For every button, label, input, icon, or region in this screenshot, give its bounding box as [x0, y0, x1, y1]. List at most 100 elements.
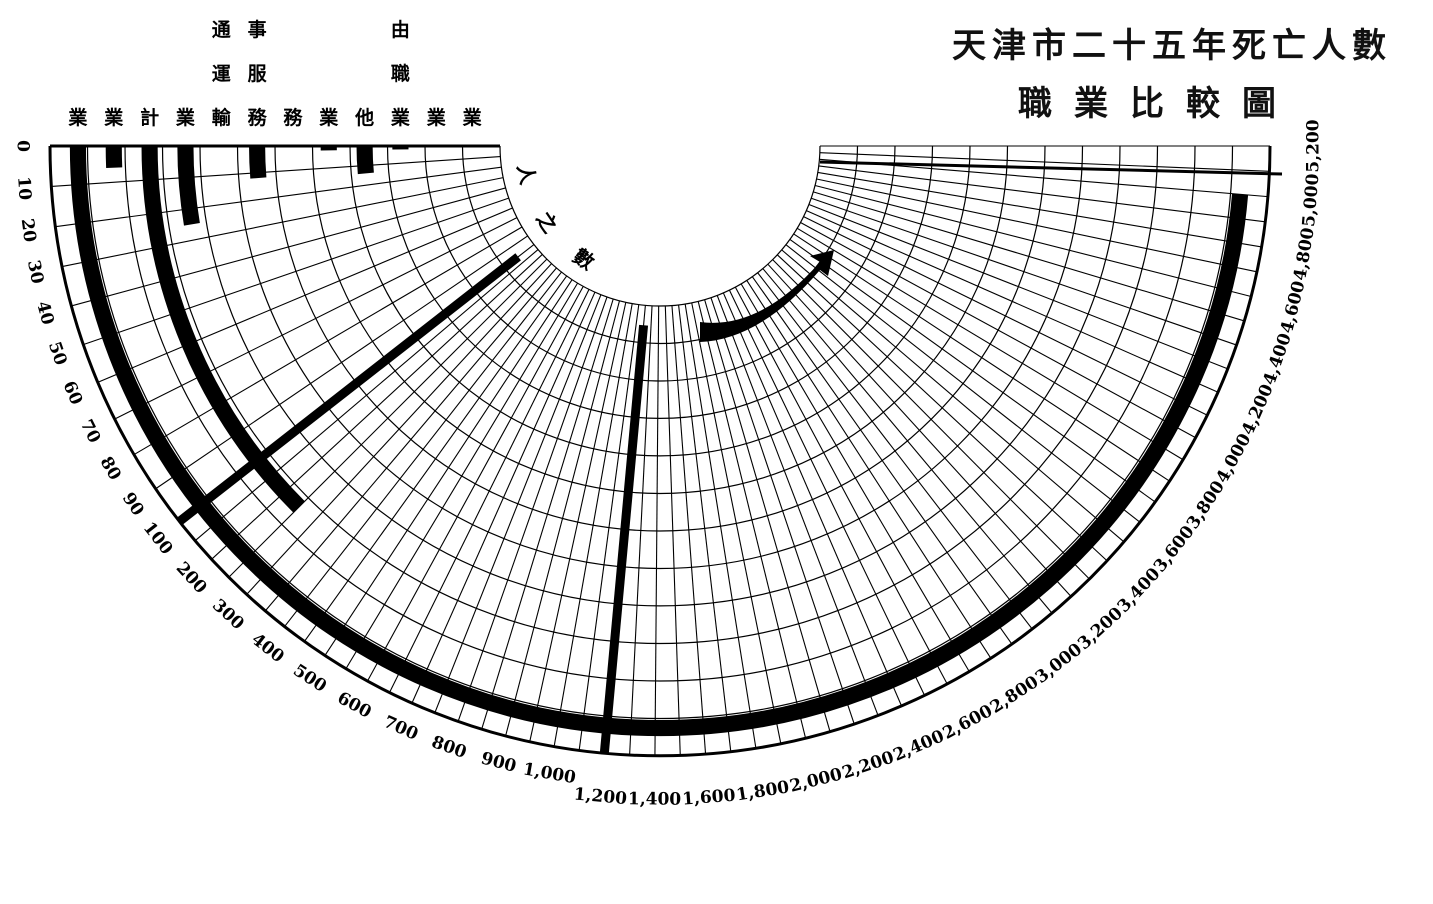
- grid-spoke: [411, 291, 596, 704]
- category-label: 業: [103, 106, 124, 129]
- category-label: 業: [426, 106, 447, 129]
- grid-spoke: [366, 286, 584, 682]
- tick-label: 400: [247, 630, 287, 668]
- category-label: 業: [67, 106, 88, 129]
- grid-spoke: [734, 286, 948, 685]
- grid-spoke: [553, 303, 633, 747]
- grid-spoke: [757, 272, 1033, 630]
- grid-spoke: [716, 295, 879, 716]
- grid-spoke: [481, 298, 614, 730]
- grid-spoke: [228, 258, 548, 578]
- tick-label: 30: [23, 258, 47, 285]
- tick-label: 700: [380, 712, 421, 745]
- tick-label: 40: [32, 299, 58, 327]
- grid-ring: [499, 145, 821, 307]
- grid-spoke: [434, 294, 602, 714]
- grid-spoke: [246, 263, 552, 595]
- grid-spoke: [811, 197, 1237, 346]
- tick-label: 70: [76, 416, 105, 446]
- grid-spoke: [785, 244, 1141, 523]
- category-label: 他: [354, 106, 374, 129]
- grid-spoke: [457, 296, 608, 722]
- grid-spoke: [722, 292, 903, 707]
- grid-spoke: [704, 299, 831, 732]
- grid-spoke: [796, 227, 1184, 461]
- tick-label: 100: [139, 518, 177, 558]
- grid-spoke: [789, 238, 1156, 503]
- grid-spoke: [61, 177, 504, 268]
- tick-label: 4,400: [1260, 331, 1296, 388]
- grid-spoke: [71, 187, 506, 307]
- bars-layer: [69, 145, 1249, 754]
- category-label-top: 事: [248, 18, 267, 41]
- grid-spoke: [133, 226, 523, 456]
- grid-spoke: [793, 233, 1170, 482]
- spoke-bar: [599, 324, 649, 754]
- category-bar: [249, 145, 267, 179]
- grid-ring: [274, 145, 1046, 532]
- spoke-bar: [176, 253, 521, 526]
- tick-label: 500: [289, 661, 330, 697]
- tick-label: 1,800: [735, 777, 791, 805]
- grid-spoke: [808, 203, 1229, 370]
- grid-spoke: [83, 197, 509, 346]
- tick-label: 4,000: [1212, 430, 1255, 486]
- grid-spoke: [710, 297, 855, 725]
- tick-label: 1,600: [682, 786, 737, 810]
- category-labels: 業業計業輸通運務事服務業他業由職業業: [67, 18, 482, 129]
- tick-labels: 0 10 20 30 40 50 60 70 80 90100200300400500600700…: [13, 119, 1324, 809]
- tick-label: 200: [172, 558, 211, 598]
- grid-ring: [424, 145, 896, 382]
- category-label: 業: [462, 106, 483, 129]
- tick-label: 3,600: [1150, 522, 1199, 576]
- grid-spoke: [324, 279, 573, 656]
- grid-ring: [124, 145, 1196, 682]
- grid-spoke: [671, 305, 707, 755]
- grid-ring: [311, 145, 1009, 495]
- grid-spoke: [51, 156, 501, 187]
- tick-label: 5,000: [1299, 173, 1323, 228]
- grid-spoke: [772, 259, 1090, 580]
- grid-spoke: [800, 222, 1196, 439]
- grid-spoke: [691, 302, 782, 745]
- tick-label: 3,400: [1114, 564, 1165, 617]
- tick-label: 60: [59, 378, 87, 408]
- grid-spoke: [578, 304, 640, 751]
- grid-ring: [236, 145, 1084, 570]
- grid-spoke: [767, 263, 1072, 597]
- tick-label: 4,200: [1238, 381, 1278, 438]
- tick-label: 3,000: [1032, 639, 1087, 687]
- grid-spoke: [388, 289, 590, 693]
- tick-label: 90: [118, 489, 148, 520]
- category-label: 業: [318, 106, 339, 129]
- tick-label: 300: [208, 595, 248, 634]
- tick-label: 900: [479, 749, 519, 777]
- grid-spoke: [505, 300, 621, 737]
- grid-spoke: [654, 305, 660, 756]
- tick-label: 3,200: [1074, 603, 1127, 654]
- category-label: 業: [390, 106, 411, 129]
- tick-label: 2,400: [890, 726, 947, 766]
- category-label: 計: [140, 106, 159, 129]
- category-label: 務: [283, 106, 303, 129]
- tick-label: 1,200: [573, 784, 628, 809]
- grid-spoke: [776, 254, 1108, 562]
- grid-spoke: [664, 305, 681, 756]
- tick-label: 0: [13, 140, 33, 152]
- grid-spoke: [155, 235, 528, 490]
- grid-spoke: [740, 283, 970, 673]
- grid-spoke: [803, 216, 1208, 416]
- category-bar: [177, 145, 200, 226]
- tick-label: 4,800: [1290, 226, 1319, 282]
- tick-label: 80: [96, 453, 125, 484]
- grid-spoke: [817, 171, 1262, 248]
- tick-label: 20: [17, 217, 40, 243]
- grid-spoke: [813, 191, 1245, 322]
- grid-spoke: [264, 267, 557, 612]
- category-bar: [69, 145, 1249, 737]
- tick-label: 50: [44, 339, 71, 368]
- grid-spoke: [781, 249, 1125, 543]
- category-label-top: 職: [391, 62, 410, 85]
- tick-label: 3,800: [1183, 477, 1229, 533]
